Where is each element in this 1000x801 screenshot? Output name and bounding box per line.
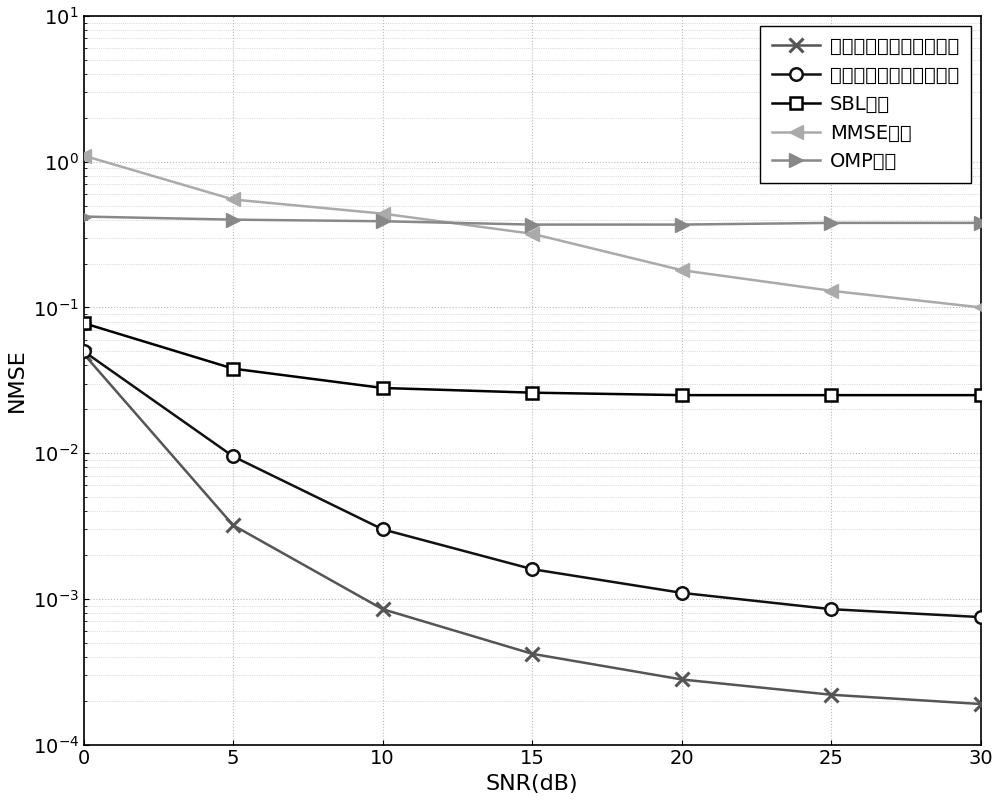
本发明方法（泰勒展开） bbox=[78, 349, 90, 359]
本发明方法（泰勒展开） bbox=[377, 605, 389, 614]
本发明方法（线性插値） bbox=[227, 452, 239, 461]
OMP算法 bbox=[377, 216, 389, 226]
本发明方法（线性插値） bbox=[526, 565, 538, 574]
SBL算法 bbox=[377, 383, 389, 392]
本发明方法（线性插値） bbox=[377, 525, 389, 534]
Legend: 本发明方法（泰勒展开）, 本发明方法（线性插値）, SBL算法, MMSE算法, OMP算法: 本发明方法（泰勒展开）, 本发明方法（线性插値）, SBL算法, MMSE算法,… bbox=[760, 26, 971, 183]
Line: 本发明方法（线性插値）: 本发明方法（线性插値） bbox=[77, 345, 987, 623]
本发明方法（泰勒展开） bbox=[526, 649, 538, 658]
本发明方法（泰勒展开） bbox=[676, 674, 688, 684]
OMP算法 bbox=[825, 218, 837, 227]
MMSE算法 bbox=[78, 151, 90, 160]
本发明方法（泰勒展开） bbox=[227, 521, 239, 530]
Y-axis label: NMSE: NMSE bbox=[7, 348, 27, 413]
MMSE算法 bbox=[825, 286, 837, 296]
OMP算法 bbox=[676, 219, 688, 229]
MMSE算法 bbox=[676, 265, 688, 275]
Line: 本发明方法（泰勒展开）: 本发明方法（泰勒展开） bbox=[77, 347, 988, 711]
OMP算法 bbox=[78, 211, 90, 221]
MMSE算法 bbox=[227, 195, 239, 204]
X-axis label: SNR(dB): SNR(dB) bbox=[486, 774, 578, 794]
Line: SBL算法: SBL算法 bbox=[77, 317, 987, 401]
MMSE算法 bbox=[526, 229, 538, 239]
本发明方法（泰勒展开） bbox=[825, 690, 837, 699]
SBL算法 bbox=[676, 390, 688, 400]
SBL算法 bbox=[825, 390, 837, 400]
SBL算法 bbox=[526, 388, 538, 397]
OMP算法 bbox=[975, 218, 987, 227]
OMP算法 bbox=[227, 215, 239, 224]
Line: OMP算法: OMP算法 bbox=[77, 210, 988, 231]
MMSE算法 bbox=[377, 209, 389, 219]
OMP算法 bbox=[526, 219, 538, 229]
本发明方法（线性插値） bbox=[825, 605, 837, 614]
本发明方法（线性插値） bbox=[676, 588, 688, 598]
本发明方法（泰勒展开） bbox=[975, 699, 987, 709]
SBL算法 bbox=[78, 318, 90, 328]
SBL算法 bbox=[975, 390, 987, 400]
本发明方法（线性插値） bbox=[78, 347, 90, 356]
Line: MMSE算法: MMSE算法 bbox=[77, 149, 988, 314]
MMSE算法 bbox=[975, 303, 987, 312]
SBL算法 bbox=[227, 364, 239, 373]
本发明方法（线性插値） bbox=[975, 612, 987, 622]
